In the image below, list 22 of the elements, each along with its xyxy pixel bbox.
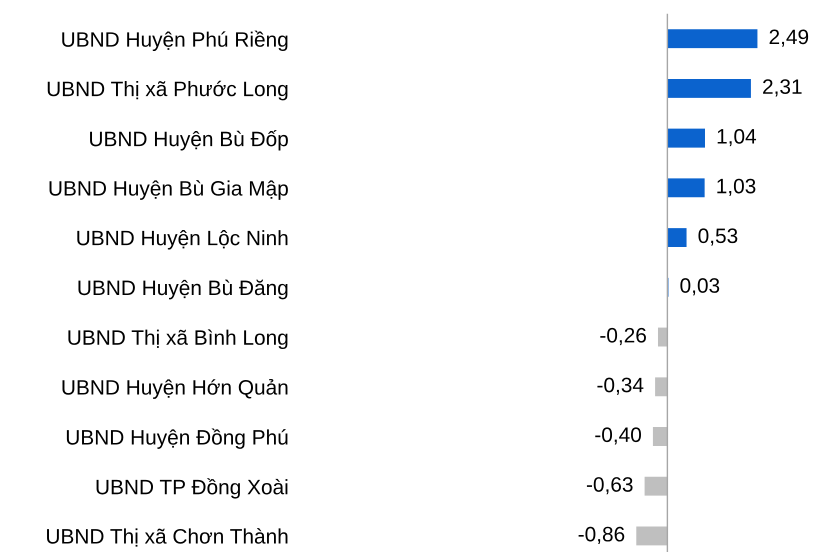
y-tick-label: UBND Huyện Bù Gia Mập xyxy=(50,180,288,200)
y-tick-label: UBND Thị xã Chơn Thành xyxy=(47,528,288,547)
data-label: -0,40 xyxy=(595,427,641,445)
y-tick-label: UBND Thị xã Bình Long xyxy=(68,329,288,350)
data-label: -0,34 xyxy=(597,378,644,395)
y-tick-label: UBND Thị xã Phước Long xyxy=(48,80,288,100)
data-label: -0,86 xyxy=(578,526,624,544)
data-label: 1,03 xyxy=(717,178,756,196)
y-tick-label: UBND Huyện Phú Riềng xyxy=(62,30,288,51)
data-label: 2,31 xyxy=(763,79,802,96)
data-label: -0,26 xyxy=(600,328,646,346)
data-label: 0,03 xyxy=(680,278,720,296)
data-label: 2,49 xyxy=(770,30,808,47)
y-tick-label: UBND Huyện Bù Đốp xyxy=(90,130,288,150)
data-label: 0,53 xyxy=(698,228,738,246)
data-label: -0,63 xyxy=(586,477,633,494)
y-tick-label: UBND Huyện Đồng Phú xyxy=(66,428,288,449)
data-label: 1,04 xyxy=(718,128,756,146)
y-tick-label: UBND Huyện Lộc Ninh xyxy=(77,230,288,250)
y-tick-label: UBND Huyện Bù Đăng xyxy=(78,280,288,300)
y-tick-label: UBND TP Đồng Xoài xyxy=(96,478,288,499)
y-tick-label: UBND Huyện Hớn Quản xyxy=(62,379,288,399)
